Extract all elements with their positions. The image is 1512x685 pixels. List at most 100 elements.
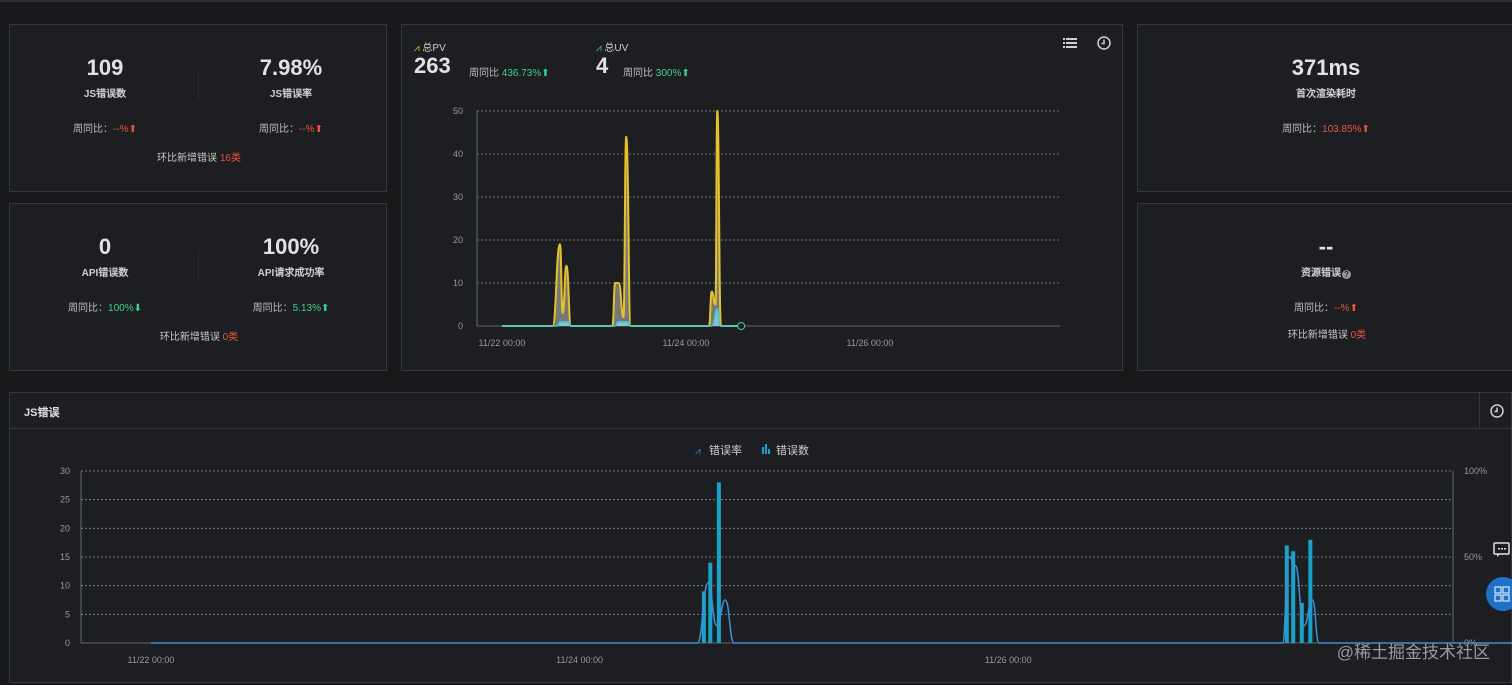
error-count-bar: [708, 562, 713, 643]
error-count-bar: [716, 482, 721, 643]
uv-line: [501, 308, 742, 327]
y-tick-label: 40: [453, 149, 463, 159]
api-card: 0 API错误数 周同比：100%⬇ 100% API请求成功率 周同比：5.1…: [9, 203, 387, 371]
divider: [198, 71, 199, 101]
uv-end-point: [737, 322, 746, 330]
error-count-bar: [701, 591, 706, 643]
x-tick-label: 11/22 00:00: [128, 655, 175, 665]
list-icon[interactable]: [1062, 35, 1078, 51]
arrow-down-icon: ⬇: [133, 303, 142, 314]
watermark: @稀土掘金技术社区: [1336, 643, 1490, 662]
arrow-up-icon: ⬆: [1349, 303, 1358, 314]
change-label: 周同比：: [68, 303, 109, 314]
resource-label: 资源错误: [1301, 268, 1341, 279]
arrow-up-icon: ⬆: [541, 68, 550, 79]
render-value: 371ms: [1291, 55, 1361, 80]
x-tick-label: 11/26 00:00: [985, 655, 1032, 665]
y2-tick-label: 100%: [1464, 466, 1487, 476]
js-error-count-value: 109: [86, 55, 124, 80]
x-tick-label: 11/22 00:00: [479, 338, 526, 348]
error-count-bar: [1308, 539, 1313, 643]
change-label: 周同比：: [259, 124, 300, 135]
change-label: 周同比: [623, 68, 653, 79]
api-success-value: 100%: [262, 234, 320, 259]
y-tick-label: 30: [60, 466, 70, 476]
api-success-label: API请求成功率: [257, 268, 325, 279]
floating-menu-button[interactable]: [1486, 577, 1512, 611]
x-tick-label: 11/26 00:00: [847, 338, 894, 348]
change-label: 周同比：: [73, 124, 114, 135]
divider: [1479, 393, 1480, 429]
line-chart-icon: ⩘: [596, 43, 602, 54]
traffic-card: ⩘ 总PV 263 周同比 436.73%⬆ ⩘ 总UV 4 周同比 300%⬆…: [401, 24, 1123, 371]
js-error-rate-kpi: 7.98% JS错误率 周同比：--%⬆: [236, 55, 346, 135]
js-error-count-kpi: 109 JS错误数 周同比：--%⬆: [50, 55, 160, 135]
render-change: 周同比：103.85%⬆: [1266, 120, 1386, 135]
new-label: 环比新增错误: [157, 153, 218, 164]
pv-legend-label: 总PV: [422, 43, 446, 54]
legend-count[interactable]: 错误数: [776, 443, 809, 457]
arrow-up-icon: ⬆: [128, 124, 137, 135]
y-tick-label: 10: [60, 581, 70, 591]
y-tick-label: 0: [458, 321, 463, 331]
js-error-rate-label: JS错误率: [269, 89, 313, 100]
uv-legend[interactable]: ⩘ 总UV: [596, 39, 628, 54]
panel-title: JS错误: [24, 407, 60, 419]
resource-new-errors: 环比新增错误 0类: [1138, 326, 1512, 341]
uv-value: 4: [596, 53, 609, 78]
new-value: 0类: [1350, 330, 1367, 341]
divider: [198, 250, 199, 280]
arrow-up-icon: ⬆: [320, 303, 330, 314]
panel-header: JS错误: [10, 393, 1512, 429]
clock-icon[interactable]: [1096, 35, 1112, 51]
api-errors-label: API错误数: [81, 268, 129, 279]
error-count-bar: [1291, 551, 1296, 643]
y-tick-label: 50: [453, 106, 463, 116]
js-error-panel: JS错误 ⩘ 错误率 错误数 0 5 10 15 20 25 30 0% 50% 100% 11/2…: [9, 392, 1512, 683]
api-errors-kpi: 0 API错误数 周同比：100%⬇: [50, 234, 160, 314]
js-errors-card: 109 JS错误数 周同比：--%⬆ 7.98% JS错误率 周同比：--%⬆ …: [9, 24, 387, 192]
y-tick-label: 20: [453, 235, 463, 245]
feedback-icon[interactable]: [1493, 542, 1511, 558]
new-value: 16类: [219, 153, 241, 164]
render-kpi: 371ms 首次渲染耗时 周同比：103.85%⬆: [1266, 55, 1386, 135]
y2-tick-label: 50%: [1464, 552, 1482, 562]
js-new-errors: 环比新增错误 16类: [10, 149, 388, 164]
pv-change: 周同比 436.73%⬆: [469, 64, 550, 79]
change-label: 周同比：: [252, 303, 293, 314]
js-error-count-label: JS错误数: [83, 89, 127, 100]
top-border: [0, 0, 1512, 2]
change-value: 100%: [108, 303, 134, 314]
y-tick-label: 20: [60, 523, 70, 533]
arrow-up-icon: ⬆: [1361, 124, 1370, 135]
resource-value: --: [1318, 234, 1334, 259]
help-icon[interactable]: ?: [1342, 270, 1351, 279]
change-value: 5.13%: [292, 303, 321, 314]
clock-icon[interactable]: [1489, 403, 1505, 419]
pv-value: 263: [414, 53, 451, 78]
render-card: 371ms 首次渲染耗时 周同比：103.85%⬆: [1137, 24, 1512, 192]
api-errors-change: 周同比：100%⬇: [50, 299, 160, 314]
line-chart-icon: ⩘: [695, 446, 701, 457]
js-error-count-change: 周同比：--%⬆: [50, 120, 160, 135]
arrow-up-icon: ⬆: [681, 68, 690, 79]
new-value: 0类: [222, 332, 239, 343]
pv-legend[interactable]: ⩘ 总PV: [414, 39, 446, 54]
new-label: 环比新增错误: [159, 332, 220, 343]
error-rate-line: [150, 556, 1512, 644]
api-new-errors: 环比新增错误 0类: [10, 328, 388, 343]
arrow-up-icon: ⬆: [314, 124, 323, 135]
pv-line: [501, 109, 742, 328]
api-success-change: 周同比：5.13%⬆: [236, 299, 346, 314]
grid-icon: [1494, 586, 1510, 602]
legend-rate[interactable]: 错误率: [709, 443, 742, 457]
uv-change: 周同比 300%⬆: [623, 64, 690, 79]
change-label: 周同比: [469, 68, 499, 79]
change-value: --%: [113, 124, 129, 135]
y-tick-label: 10: [453, 278, 463, 288]
y-tick-label: 30: [453, 192, 463, 202]
change-value: --%: [299, 124, 315, 135]
api-success-kpi: 100% API请求成功率 周同比：5.13%⬆: [236, 234, 346, 314]
change-label: 周同比：: [1294, 303, 1335, 314]
